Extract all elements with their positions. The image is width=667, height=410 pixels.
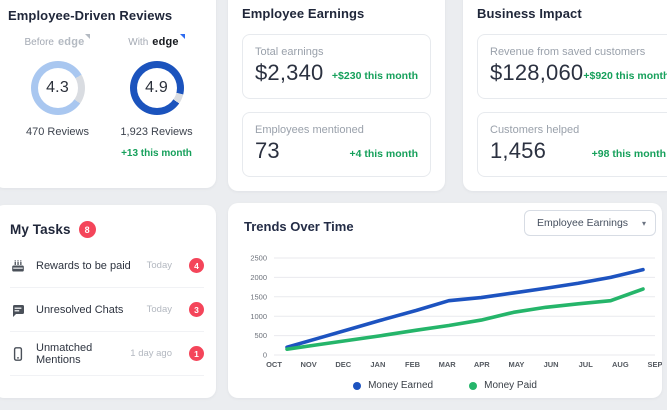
- edge-logo-gray: edge: [58, 34, 91, 48]
- stat-value: $128,060: [490, 60, 584, 85]
- task-count-badge: 3: [189, 302, 204, 317]
- svg-text:0: 0: [263, 351, 267, 360]
- with-edge-column: With edge 4.9 1,923 Reviews +13 this mon…: [107, 34, 206, 160]
- svg-text:2000: 2000: [250, 273, 267, 282]
- edge-flag-icon: [179, 34, 185, 39]
- tasks-total-badge: 8: [78, 221, 96, 238]
- task-label: Unmatched Mentions: [36, 341, 93, 366]
- stat-label: Customers helped: [490, 124, 580, 136]
- chart-legend: Money Earned Money Paid: [228, 380, 662, 391]
- stat-label: Revenue from saved customers: [490, 46, 646, 58]
- svg-text:2500: 2500: [250, 254, 267, 263]
- before-edge-label: Before edge: [24, 34, 91, 49]
- svg-text:AUG: AUG: [612, 360, 629, 369]
- task-label: Rewards to be paid: [36, 259, 131, 272]
- gauge-row: Before edge 4.3 470 Reviews With edge 4.…: [8, 34, 206, 160]
- svg-text:APR: APR: [474, 360, 490, 369]
- stat-delta: +98 this month: [591, 148, 666, 160]
- svg-text:NOV: NOV: [301, 360, 317, 369]
- task-time: Today: [146, 260, 172, 271]
- task-count-badge: 1: [189, 346, 204, 361]
- earnings-card: Employee Earnings Total earnings $2,340 …: [228, 0, 445, 191]
- with-edge-label: With edge: [128, 34, 185, 49]
- stat-delta: +$230 this month: [331, 70, 418, 82]
- reviews-count-with: 1,923 Reviews: [120, 126, 193, 138]
- rating-value-before: 4.3: [46, 79, 69, 96]
- metric-dropdown-value: Employee Earnings: [537, 217, 629, 229]
- rating-gauge-with: 4.9: [129, 61, 184, 115]
- edge-logo-black: edge: [152, 34, 185, 48]
- task-row-mentions[interactable]: Unmatched Mentions 1 day ago 1: [10, 332, 204, 376]
- legend-item-money-earned[interactable]: Money Earned: [353, 380, 433, 391]
- stat-label: Employees mentioned: [255, 124, 364, 136]
- reviews-card-title: Employee-Driven Reviews: [8, 8, 173, 23]
- svg-text:JAN: JAN: [370, 360, 385, 369]
- cake-icon: [10, 258, 26, 274]
- stat-value: 73: [255, 138, 280, 163]
- stat-value: 1,456: [490, 138, 547, 163]
- svg-text:1000: 1000: [250, 312, 267, 321]
- rating-value-with: 4.9: [145, 79, 168, 96]
- svg-text:500: 500: [254, 331, 267, 340]
- stat-delta: +4 this month: [349, 148, 418, 160]
- svg-text:SEP: SEP: [647, 360, 662, 369]
- metric-dropdown[interactable]: Employee Earnings ▾: [524, 210, 656, 236]
- before-label-text: Before: [24, 36, 54, 48]
- customers-helped-box: Customers helped 1,456 +98 this month: [477, 112, 667, 177]
- task-row-rewards[interactable]: Rewards to be paid Today 4: [10, 244, 204, 288]
- trends-card-title: Trends Over Time: [244, 219, 354, 234]
- money-earned-dot-icon: [353, 381, 362, 390]
- legend-label: Money Earned: [368, 380, 434, 391]
- with-label-text: With: [128, 36, 149, 48]
- svg-text:JUL: JUL: [579, 360, 594, 369]
- tasks-card-title: My Tasks: [10, 222, 71, 237]
- task-row-chats[interactable]: Unresolved Chats Today 3: [10, 288, 204, 332]
- reviews-count-before: 470 Reviews: [26, 126, 89, 138]
- stat-delta: +$920 this month: [583, 70, 667, 82]
- total-earnings-box: Total earnings $2,340 +$230 this month: [242, 34, 431, 99]
- task-label: Unresolved Chats: [36, 303, 124, 316]
- legend-item-money-paid[interactable]: Money Paid: [469, 380, 537, 391]
- svg-text:JUN: JUN: [544, 360, 559, 369]
- svg-text:1500: 1500: [250, 292, 267, 301]
- task-time: 1 day ago: [130, 348, 172, 359]
- impact-card: Business Impact Revenue from saved custo…: [463, 0, 667, 191]
- reviews-card: Employee-Driven Reviews Before edge 4.3 …: [0, 0, 216, 188]
- money-paid-dot-icon: [469, 381, 478, 390]
- svg-text:FEB: FEB: [405, 360, 421, 369]
- reviews-delta-with: +13 this month: [121, 148, 192, 159]
- stat-label: Total earnings: [255, 46, 324, 58]
- svg-text:MAY: MAY: [508, 360, 524, 369]
- svg-text:DEC: DEC: [335, 360, 351, 369]
- task-count-badge: 4: [189, 258, 204, 273]
- chat-icon: [10, 302, 26, 318]
- earnings-card-title: Employee Earnings: [242, 6, 365, 21]
- phone-icon: [10, 346, 26, 362]
- svg-text:OCT: OCT: [266, 360, 282, 369]
- trends-card: Trends Over Time Employee Earnings ▾ 0 50…: [228, 203, 662, 398]
- revenue-saved-box: Revenue from saved customers $128,060 +$…: [477, 34, 667, 99]
- before-edge-column: Before edge 4.3 470 Reviews: [8, 34, 107, 160]
- chevron-down-icon: ▾: [641, 218, 646, 228]
- legend-label: Money Paid: [484, 380, 537, 391]
- stat-value: $2,340: [255, 60, 324, 85]
- svg-text:MAR: MAR: [439, 360, 457, 369]
- edge-flag-icon: [85, 34, 91, 39]
- employees-mentioned-box: Employees mentioned 73 +4 this month: [242, 112, 431, 177]
- task-time: Today: [146, 304, 172, 315]
- rating-gauge-before: 4.3: [30, 61, 85, 115]
- trend-line-chart: 0 500 1000 1500 2000 2500 OCT NOV DEC JAN FEB MAR AP…: [250, 254, 662, 369]
- impact-card-title: Business Impact: [477, 6, 582, 21]
- tasks-card: My Tasks 8 Rewards to be paid Today 4 Un…: [0, 205, 216, 398]
- tasks-header: My Tasks 8: [10, 221, 204, 238]
